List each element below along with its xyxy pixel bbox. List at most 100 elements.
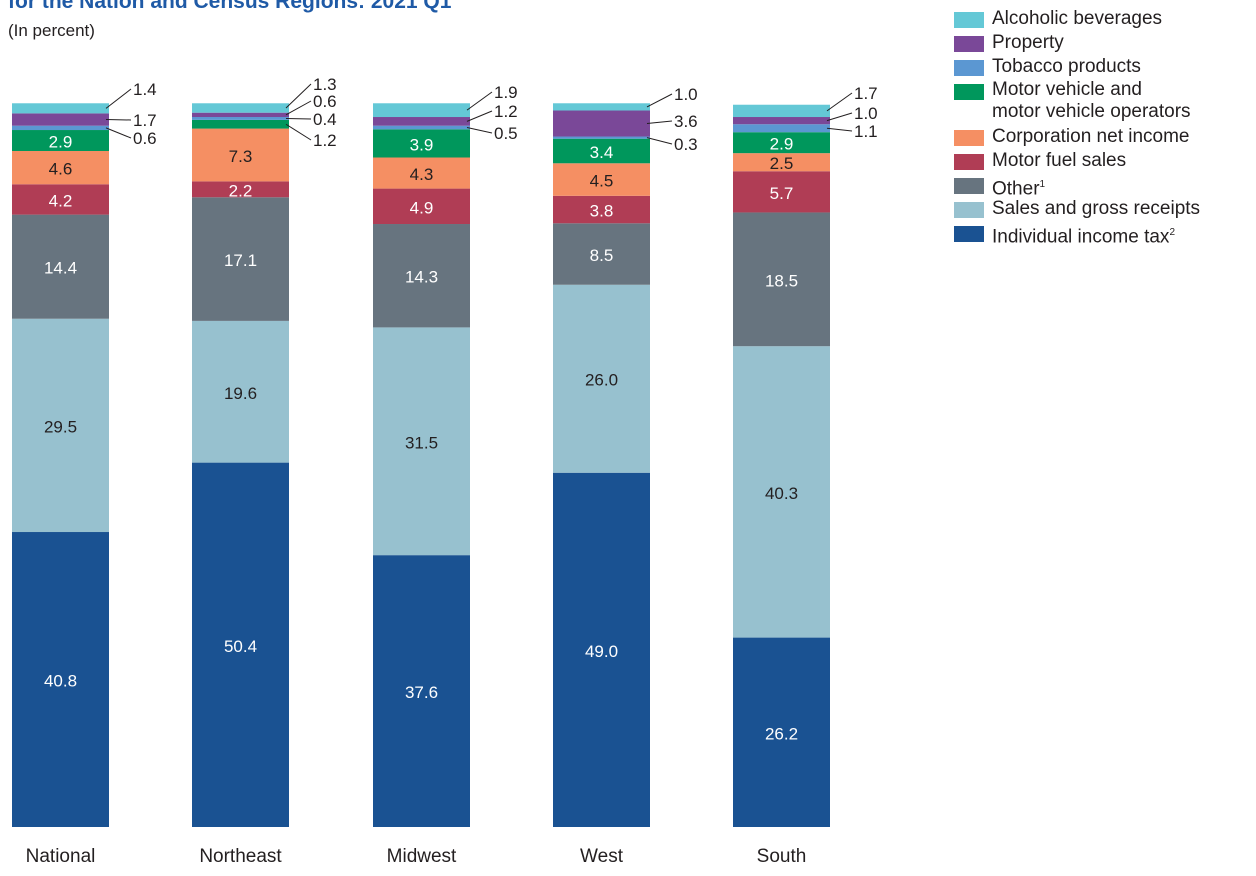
bar-segment	[733, 104, 830, 118]
legend-swatch	[954, 130, 984, 146]
bar-segment	[12, 103, 109, 114]
callout-line	[466, 127, 493, 134]
data-label: 31.5	[405, 433, 438, 452]
bar-segment	[553, 195, 650, 224]
legend-swatch	[954, 36, 984, 52]
data-label: 4.5	[590, 172, 614, 191]
footnote-marker: 2	[1169, 227, 1175, 238]
bar-segment	[733, 171, 830, 213]
data-label: 49.0	[585, 642, 618, 661]
footnote-marker: 1	[1039, 179, 1046, 190]
bar-segment	[553, 223, 650, 285]
data-label: 1.2	[313, 131, 337, 150]
data-label: 40.3	[765, 484, 798, 503]
data-label: 0.3	[674, 135, 698, 154]
callout-line	[105, 127, 132, 139]
data-label: 7.3	[229, 147, 253, 166]
bar-segment	[733, 346, 830, 638]
bar-segment	[373, 117, 470, 126]
category-label: South	[757, 846, 807, 867]
callout-line	[466, 110, 493, 122]
legend-label-text: Other	[992, 178, 1040, 200]
data-label: 4.9	[410, 198, 434, 217]
legend-label: Other1	[992, 173, 1045, 201]
legend-label: Corporation net income	[992, 126, 1190, 147]
bar-segment	[733, 117, 830, 125]
bar-segment	[553, 472, 650, 827]
callout-line	[285, 100, 312, 116]
callout-line	[466, 91, 493, 111]
legend-swatch	[954, 12, 984, 28]
data-label: 17.1	[224, 251, 257, 270]
callout-line	[826, 127, 853, 132]
data-label: 0.6	[313, 92, 337, 111]
data-label: 1.4	[133, 80, 157, 99]
callout-line	[826, 92, 853, 112]
callout-line	[646, 137, 673, 145]
callout-line	[285, 117, 312, 120]
category-label: Midwest	[387, 846, 457, 867]
chart-title: for the Nation and Census Regions: 2021 …	[8, 0, 452, 13]
stacked-bar-chart: 40.829.514.44.24.62.91.41.70.6National50…	[12, 75, 878, 867]
data-label: 3.4	[590, 143, 614, 162]
bar-segment	[733, 637, 830, 827]
legend-label: Motor fuel sales	[992, 150, 1127, 171]
data-label: 5.7	[770, 184, 794, 203]
bar-segment	[192, 128, 289, 182]
data-label: 29.5	[44, 417, 77, 436]
bar-segment	[192, 119, 289, 129]
data-label: 4.2	[49, 191, 73, 210]
bar-segment	[553, 136, 650, 139]
bar-segment	[12, 318, 109, 533]
bar-segment	[12, 125, 109, 131]
legend-label-line1: Motor vehicle and	[992, 79, 1142, 100]
data-label: 1.7	[854, 84, 878, 103]
chart-subtitle: (In percent)	[8, 21, 95, 40]
data-label: 4.3	[410, 165, 434, 184]
data-label: 1.9	[494, 83, 518, 102]
bar-segment	[733, 212, 830, 347]
data-label: 3.6	[674, 112, 698, 131]
data-label: 1.1	[854, 122, 878, 141]
bar-segment	[733, 132, 830, 154]
bar-segment	[733, 124, 830, 133]
bar-segment	[192, 117, 289, 120]
data-label: 40.8	[44, 672, 77, 691]
bar-segment	[373, 555, 470, 827]
data-label: 1.0	[674, 85, 698, 104]
data-label: 2.5	[770, 154, 794, 173]
bar-segment	[733, 153, 830, 172]
bar-segment	[373, 129, 470, 158]
bar-segment	[192, 320, 289, 463]
data-label: 18.5	[765, 271, 798, 290]
data-label: 8.5	[590, 246, 614, 265]
legend-label-line2: motor vehicle operators	[992, 101, 1191, 122]
bar-segment	[192, 112, 289, 118]
bar-segment	[192, 103, 289, 113]
data-label: 2.9	[770, 135, 794, 154]
bar-segment	[12, 113, 109, 126]
bar-segment	[12, 150, 109, 185]
data-label: 1.0	[854, 104, 878, 123]
callout-line	[646, 120, 673, 125]
legend-swatch	[954, 178, 984, 194]
data-label: 1.2	[494, 102, 518, 121]
data-label: 0.6	[133, 129, 157, 148]
legend-swatch	[954, 226, 984, 242]
legend-label: Tobacco products	[992, 56, 1141, 77]
callout-line	[826, 112, 853, 122]
callout-line	[285, 123, 312, 141]
callout-line	[646, 93, 673, 108]
category-label: West	[580, 846, 624, 867]
category-label: National	[26, 846, 96, 867]
bar-segment	[192, 181, 289, 198]
legend-label: Individual income tax2	[992, 221, 1175, 249]
legend-swatch	[954, 84, 984, 100]
data-label: 19.6	[224, 384, 257, 403]
bar-segment	[12, 130, 109, 151]
bar-segment	[553, 103, 650, 111]
bar-segment	[553, 138, 650, 164]
data-label: 2.2	[229, 181, 253, 200]
legend-swatch	[954, 154, 984, 170]
bar-segment	[192, 462, 289, 827]
